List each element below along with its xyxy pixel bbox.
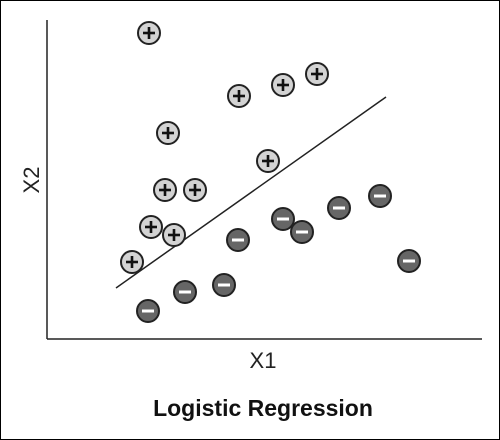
positive-point	[162, 223, 186, 247]
positive-point	[153, 178, 177, 202]
negative-point	[397, 249, 421, 273]
positive-point	[227, 84, 251, 108]
negative-point	[368, 184, 392, 208]
negative-point	[327, 196, 351, 220]
positive-point	[183, 178, 207, 202]
figure-title: Logistic Regression	[153, 395, 373, 421]
x-axis-label: X1	[250, 348, 277, 373]
positive-point	[139, 215, 163, 239]
positive-point	[271, 73, 295, 97]
y-axis-label: X2	[19, 167, 44, 194]
negative-point	[271, 207, 295, 231]
decision-boundary-line	[115, 96, 387, 289]
positive-point	[305, 62, 329, 86]
negative-point	[136, 299, 160, 323]
negative-point	[173, 280, 197, 304]
positive-point	[137, 21, 161, 45]
positive-point	[120, 250, 144, 274]
negative-point	[226, 228, 250, 252]
negative-point	[212, 273, 236, 297]
data-points	[120, 21, 421, 323]
positive-point	[256, 149, 280, 173]
positive-point	[156, 121, 180, 145]
negative-point	[290, 220, 314, 244]
